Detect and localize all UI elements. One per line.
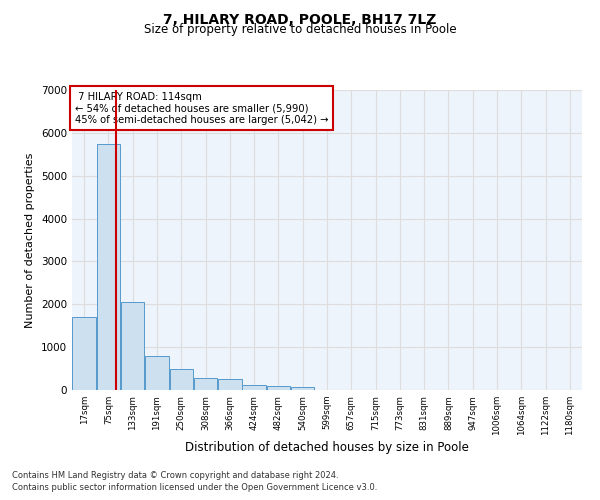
- Bar: [73, 317, 96, 390]
- Bar: [194, 378, 217, 390]
- Bar: [145, 356, 169, 390]
- Text: 7, HILARY ROAD, POOLE, BH17 7LZ: 7, HILARY ROAD, POOLE, BH17 7LZ: [163, 12, 437, 26]
- Bar: [170, 368, 193, 390]
- Bar: [218, 380, 242, 390]
- X-axis label: Distribution of detached houses by size in Poole: Distribution of detached houses by size …: [185, 441, 469, 454]
- Bar: [121, 302, 145, 390]
- Text: 7 HILARY ROAD: 114sqm
← 54% of detached houses are smaller (5,990)
45% of semi-d: 7 HILARY ROAD: 114sqm ← 54% of detached …: [74, 92, 328, 124]
- Bar: [266, 386, 290, 390]
- Bar: [291, 387, 314, 390]
- Bar: [97, 144, 120, 390]
- Text: Contains HM Land Registry data © Crown copyright and database right 2024.: Contains HM Land Registry data © Crown c…: [12, 471, 338, 480]
- Bar: [242, 385, 266, 390]
- Text: Contains public sector information licensed under the Open Government Licence v3: Contains public sector information licen…: [12, 484, 377, 492]
- Text: Size of property relative to detached houses in Poole: Size of property relative to detached ho…: [143, 22, 457, 36]
- Y-axis label: Number of detached properties: Number of detached properties: [25, 152, 35, 328]
